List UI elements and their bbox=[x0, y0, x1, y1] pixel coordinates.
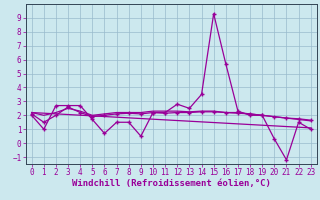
X-axis label: Windchill (Refroidissement éolien,°C): Windchill (Refroidissement éolien,°C) bbox=[72, 179, 271, 188]
